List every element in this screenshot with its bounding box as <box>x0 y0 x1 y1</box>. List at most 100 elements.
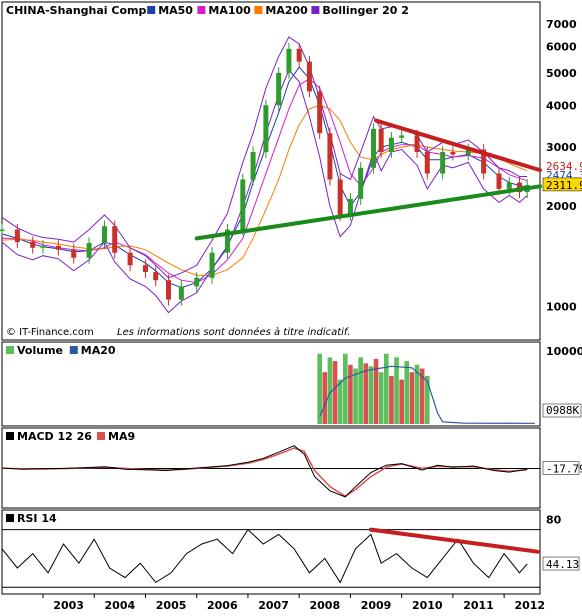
candle-body <box>112 226 118 253</box>
legend-label: RSI 14 <box>17 512 57 525</box>
candle-body <box>388 137 394 152</box>
legend-label: Volume <box>17 344 63 357</box>
resistance-trendline <box>374 118 542 173</box>
candle-body <box>30 242 36 248</box>
candle-body <box>101 226 107 244</box>
legend-swatch <box>97 432 105 440</box>
volume-bar <box>368 366 374 424</box>
x-tick-label: 2006 <box>207 599 238 612</box>
rsi-panel-frame <box>1 509 541 595</box>
price-plot: 10002000300040005000600070002634.92474.3… <box>0 18 582 314</box>
macd-plot: -17.79 <box>1 445 582 498</box>
volume-last-badge <box>542 403 582 418</box>
candle-body <box>517 182 523 193</box>
macd-legend: MACD 12 26 MA9 <box>6 430 135 443</box>
candle-body <box>450 151 456 155</box>
legend-swatch <box>6 346 14 354</box>
candle-body <box>71 249 77 258</box>
candle-body <box>481 149 487 174</box>
candle-body <box>317 91 323 134</box>
legend-swatch <box>69 346 78 354</box>
macd-line <box>1 445 528 498</box>
volume-bar <box>404 361 410 424</box>
support-trendline <box>194 184 542 241</box>
candle-body <box>370 128 376 168</box>
price-y-tick-label: 5000 <box>546 67 577 80</box>
volume-bar <box>373 358 379 424</box>
candle-body <box>263 105 269 152</box>
volume-bar <box>348 364 353 424</box>
legend-swatch <box>311 6 320 14</box>
legend-swatch <box>6 514 14 522</box>
legend-label: MA20 <box>81 344 116 357</box>
volume-bar <box>363 363 369 424</box>
candle-body <box>424 151 430 174</box>
volume-legend: Volume MA20 <box>6 344 116 357</box>
volume-y-tick-label: 1000000 <box>546 345 582 358</box>
volume-bar <box>337 379 343 424</box>
candle-body <box>14 229 20 243</box>
rsi-y-tick-label: 80 <box>546 514 562 527</box>
candle-body <box>240 179 246 230</box>
legend-label: CHINA-Shanghai Comp <box>6 4 146 17</box>
last-price-badge <box>542 177 582 192</box>
x-tick-label: 2008 <box>309 599 340 612</box>
volume-bar <box>399 379 404 424</box>
x-tick-label: 2009 <box>361 599 392 612</box>
volume-bar <box>419 368 425 424</box>
legend-label: MA9 <box>108 430 135 443</box>
x-tick-label: 2012 <box>514 599 545 612</box>
candle-body <box>337 179 343 215</box>
candle-body <box>178 286 184 300</box>
legend-label: MA100 <box>208 4 251 17</box>
volume-bar <box>332 361 338 424</box>
candle-body <box>40 245 46 248</box>
last-value-label: 2634.9 <box>546 160 582 173</box>
volume-bar <box>394 357 399 424</box>
x-tick-label: 2010 <box>412 599 443 612</box>
candle-body <box>0 229 5 232</box>
volume-bar <box>342 353 348 424</box>
price-y-tick-label: 2000 <box>546 200 577 213</box>
candle-body <box>209 252 215 278</box>
rsi-legend: RSI 14 <box>6 512 57 525</box>
candle-body <box>127 252 133 266</box>
candle-body <box>250 151 256 180</box>
x-axis: 2003 2004 2005 2006 2007 2008 2009 2010 2011 2012 <box>42 594 545 612</box>
candle-body <box>153 271 159 281</box>
legend-label: MACD 12 26 <box>17 430 92 443</box>
volume-last-label: 0988K <box>546 404 579 417</box>
candle-body <box>296 48 302 62</box>
candle-body <box>286 48 292 73</box>
rsi-line <box>1 528 528 584</box>
volume-bar <box>424 375 430 424</box>
legend-swatch <box>254 6 263 14</box>
volume-bar <box>389 375 394 424</box>
legend-swatch <box>147 6 156 14</box>
legend-swatch <box>197 6 206 14</box>
rsi-last-label: 44.13 <box>546 558 579 571</box>
candle-body <box>276 72 282 106</box>
volume-bar <box>317 353 322 424</box>
candle-body <box>506 182 512 189</box>
x-tick-label: 2007 <box>258 599 289 612</box>
x-tick-label: 2003 <box>53 599 84 612</box>
candle-body <box>378 128 384 152</box>
candle-body <box>465 149 471 155</box>
volume-bar <box>409 372 415 424</box>
x-tick-label: 2004 <box>105 599 136 612</box>
legend-swatch <box>6 432 14 440</box>
rsi-last-badge <box>542 556 580 571</box>
candle-body <box>327 133 333 180</box>
disclaimer-text: Les informations sont données à titre in… <box>117 326 350 338</box>
candle-body <box>358 167 364 199</box>
volume-ma20-line <box>319 365 535 424</box>
candle-body <box>55 245 61 250</box>
volume-bar <box>414 364 420 424</box>
price-legend: CHINA-Shanghai Comp MA50 MA100 MA200 Bolling… <box>6 4 409 17</box>
volume-bar <box>322 372 328 424</box>
price-y-tick-label: 7000 <box>546 18 577 31</box>
volume-bar <box>378 372 384 424</box>
copyright-text: © IT-Finance.com <box>6 327 94 338</box>
candle-body <box>440 151 446 174</box>
